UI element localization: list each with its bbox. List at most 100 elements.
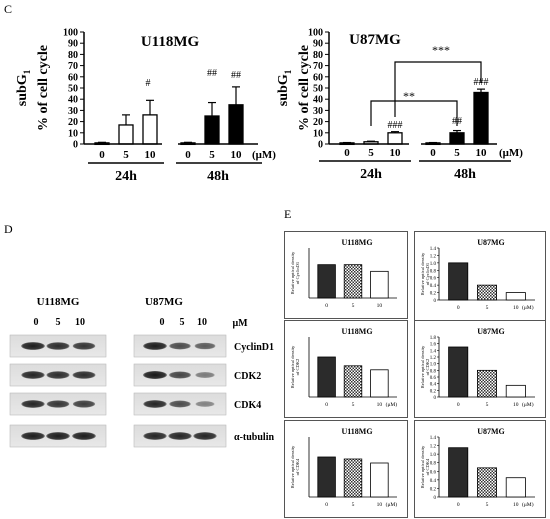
y-tick-label: 0 bbox=[318, 140, 323, 151]
y-tick-label: 1.2 bbox=[430, 445, 437, 450]
dose-label: 0 bbox=[457, 402, 460, 408]
panel-d-label: D bbox=[4, 222, 13, 236]
dose-label: 10 bbox=[513, 305, 519, 311]
dose-label: 5 bbox=[454, 147, 460, 159]
dose-label: 10 bbox=[377, 402, 383, 408]
y-tick-label: 0.4 bbox=[430, 383, 437, 388]
density-bar-0 bbox=[448, 447, 469, 498]
protein-label: CDK4 bbox=[234, 400, 261, 411]
density-chart-title: U118MG bbox=[341, 427, 372, 436]
y-tick-label: 1.4 bbox=[430, 436, 437, 441]
y-tick-label: 1.0 bbox=[430, 363, 437, 368]
y-tick-label: 0.2 bbox=[430, 292, 437, 297]
density-chart-u118mg-cdk2: U118MG Relative optical densityof CDK2 0 5 1… bbox=[284, 320, 408, 418]
dose-label: 5 bbox=[123, 149, 129, 161]
y-tick-label: 80 bbox=[68, 50, 78, 61]
density-bar-10 bbox=[505, 292, 526, 301]
dose-label: 0 bbox=[185, 149, 191, 161]
dose-label: 5 bbox=[486, 402, 489, 408]
y-tick-label: 60 bbox=[68, 72, 78, 83]
y-tick-label: 40 bbox=[68, 95, 78, 106]
blot-band bbox=[72, 371, 96, 379]
density-chart-title: U118MG bbox=[341, 238, 372, 247]
bracket-outer-label: *** bbox=[432, 43, 450, 57]
subg1-chart-u87mg: U87MG subG1 % of cell cycle 010203040506… bbox=[276, 28, 523, 183]
y-tick-label: 50 bbox=[313, 84, 323, 95]
density-chart-title: U87MG bbox=[477, 327, 505, 336]
blot-band bbox=[46, 400, 70, 408]
y-tick-label: 0.8 bbox=[430, 369, 437, 374]
density-bar-5 bbox=[477, 284, 498, 301]
y-axis-title-main: % of cell cycle bbox=[297, 45, 312, 131]
density-bar-5 bbox=[477, 467, 498, 498]
bar-24h-10 bbox=[387, 132, 403, 145]
dose-label: 5 bbox=[209, 149, 215, 161]
density-bar-0 bbox=[317, 264, 336, 299]
y-tick-label: 0.8 bbox=[430, 462, 437, 467]
blot-band bbox=[143, 400, 167, 408]
y-axis-title-sub: subG1 bbox=[15, 69, 32, 106]
density-bar-0 bbox=[448, 262, 469, 301]
dose-label: 5 bbox=[368, 147, 374, 159]
y-tick-label: 0.6 bbox=[430, 376, 437, 381]
y-tick-label: 10 bbox=[313, 128, 323, 139]
density-bar-10 bbox=[370, 270, 389, 299]
density-y-label: Relative optical densityof CDK2 bbox=[420, 345, 430, 388]
density-chart-title: U87MG bbox=[477, 238, 505, 247]
dose-label: 5 bbox=[352, 502, 355, 508]
bar-48h-5 bbox=[449, 132, 465, 145]
blot-band bbox=[46, 432, 70, 440]
bracket-inner bbox=[370, 100, 458, 126]
density-y-label: Relative optical densityof CDK4 bbox=[290, 445, 300, 488]
density-y-label: Relative optical densityof CDK4 bbox=[420, 445, 430, 488]
chart-title: U87MG bbox=[349, 32, 401, 48]
dose-label: 10 bbox=[377, 502, 383, 508]
dose-label: 5 bbox=[486, 305, 489, 311]
unit-label: (μM) bbox=[522, 401, 534, 408]
time-label-48h: 48h bbox=[207, 169, 229, 184]
bar-48h-5 bbox=[204, 115, 220, 145]
dose-label: 0 bbox=[457, 502, 460, 508]
blot-band bbox=[46, 342, 70, 350]
time-label-24h: 24h bbox=[360, 167, 382, 182]
dose-label: 10 bbox=[476, 147, 488, 159]
y-tick-label: 0 bbox=[434, 396, 437, 401]
blot-band bbox=[168, 432, 192, 440]
y-tick-label: 0 bbox=[434, 496, 437, 501]
y-tick-label: 0 bbox=[73, 140, 78, 151]
blot-band bbox=[21, 400, 45, 408]
y-tick-label: 1.6 bbox=[430, 343, 437, 348]
density-chart-svg: U118MG Relative optical densityof CDK4 0 5 1… bbox=[290, 427, 397, 508]
y-tick-label: 50 bbox=[68, 84, 78, 95]
y-tick-label: 1.4 bbox=[430, 247, 437, 252]
dose-label: 0 bbox=[430, 147, 436, 159]
blot-band bbox=[143, 432, 167, 440]
dose-label: 5 bbox=[486, 502, 489, 508]
density-y-label: Relative optical densityof CyclinD1 bbox=[420, 252, 430, 295]
dose-label: 0 bbox=[325, 303, 328, 309]
dose-label: 10 bbox=[513, 402, 519, 408]
density-chart-u87mg-cdk2: U87MG Relative optical densityof CDK2 0 0.2… bbox=[414, 320, 546, 418]
y-tick-label: 70 bbox=[313, 61, 323, 72]
panel-e-label: E bbox=[284, 207, 292, 221]
blot-band bbox=[21, 342, 45, 350]
blot-dose: 0 bbox=[34, 317, 39, 328]
blot-dose: 10 bbox=[197, 317, 207, 328]
blot-band bbox=[143, 342, 167, 350]
density-chart-svg: U87MG Relative optical densityof CDK2 0 0.2… bbox=[420, 327, 535, 408]
chart-title: U118MG bbox=[141, 34, 200, 50]
y-tick-label: 30 bbox=[68, 106, 78, 117]
bar-48h-10 bbox=[473, 91, 489, 145]
y-tick-label: 1.2 bbox=[430, 356, 437, 361]
dose-label: 10 bbox=[231, 149, 243, 161]
y-tick-label: 1.0 bbox=[430, 453, 437, 458]
density-bar-5 bbox=[343, 264, 363, 299]
blot-dose: 0 bbox=[160, 317, 165, 328]
blot-band bbox=[194, 342, 216, 350]
y-axis-title: subG1 % of cell cycle bbox=[276, 45, 312, 131]
dose-label: 10 bbox=[145, 149, 157, 161]
blot-band bbox=[21, 432, 45, 440]
density-y-label: Relative optical densityof CyclinD1 bbox=[290, 251, 300, 294]
blot-dose: 10 bbox=[75, 317, 85, 328]
density-bar-5 bbox=[343, 458, 363, 498]
